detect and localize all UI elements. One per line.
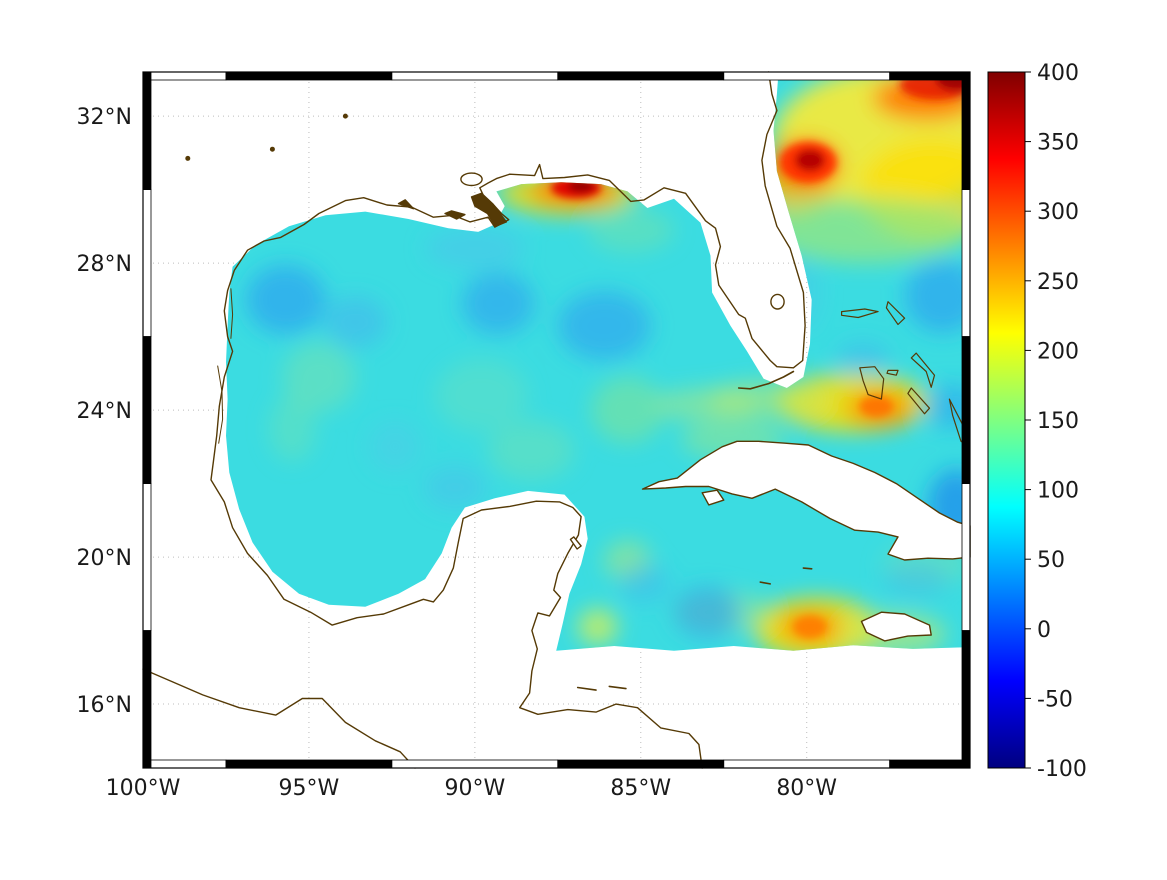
colorbar-tick-label: -100: [1037, 757, 1087, 782]
colorbar-tick-label: 0: [1037, 618, 1051, 643]
cayman-island: [759, 581, 772, 585]
x-axis-tick-label: 80°W: [776, 776, 837, 801]
colorbar-tick-label: 200: [1037, 339, 1079, 364]
y-axis-tick-label: 16°N: [77, 693, 132, 718]
bahamas-bank: [907, 387, 931, 415]
colorbar: 400 350 300 250 200 150 100 50 0 -50 -100: [987, 61, 1087, 782]
bay-island: [608, 685, 627, 690]
bay-island: [576, 686, 597, 691]
cayman-island: [802, 567, 813, 570]
x-axis-tick-label: 85°W: [610, 776, 671, 801]
bahamas-bank: [885, 301, 906, 326]
colorbar-gradient: [987, 71, 1026, 769]
inland-lake: [460, 172, 483, 187]
delta-marsh: [470, 192, 508, 228]
colorbar-tick-label: 100: [1037, 479, 1079, 504]
y-axis-tick-label: 20°N: [77, 546, 132, 571]
y-axis-tick-label: 28°N: [77, 252, 132, 277]
bahamas-bank: [840, 308, 879, 319]
delta-marsh: [397, 199, 415, 210]
inland-lake-speck: [185, 155, 191, 161]
pacific-coastline: [142, 668, 416, 769]
mainland-coastline: [210, 71, 806, 769]
heatmap-field: [226, 72, 970, 651]
bahamas-bank: [886, 369, 899, 376]
inland-lake: [770, 293, 785, 310]
inland-lake-speck: [342, 113, 348, 119]
inland-lake-speck: [269, 146, 275, 152]
colorbar-tick-label: 250: [1037, 270, 1079, 295]
colorbar-tick-label: 150: [1037, 409, 1079, 434]
florida-keys: [737, 370, 795, 390]
texas-barrier-island: [230, 288, 234, 339]
map-frame-checkered-border: [142, 71, 971, 769]
tamaulipas-lagoon: [217, 365, 224, 444]
isle-of-youth: [701, 489, 725, 506]
cozumel: [569, 536, 582, 550]
colorbar-tick-label: -50: [1037, 687, 1073, 712]
jamaica: [860, 611, 932, 642]
x-axis-tick-label: 90°W: [445, 776, 506, 801]
x-axis-tick-label: 100°W: [106, 776, 181, 801]
bahamas-bank: [859, 366, 885, 400]
colorbar-tick-label: 300: [1037, 200, 1079, 225]
bahamas-bank: [910, 352, 936, 388]
colorbar-tick-label: 400: [1037, 61, 1079, 86]
x-axis-tick-label: 95°W: [279, 776, 340, 801]
y-axis-tick-label: 24°N: [77, 399, 132, 424]
colorbar-tick-label: 350: [1037, 131, 1079, 156]
coastlines: [142, 71, 971, 769]
y-axis-tick-label: 32°N: [77, 105, 132, 130]
colorbar-tick-label: 50: [1037, 548, 1065, 573]
delta-marsh: [444, 210, 466, 220]
